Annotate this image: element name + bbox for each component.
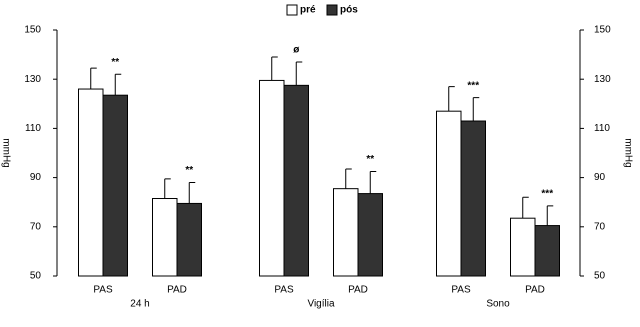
y2-tick-label: 90 (594, 172, 606, 183)
error-bar (448, 86, 455, 112)
bar (333, 188, 359, 277)
x-tick-label: PAS (274, 285, 294, 296)
bar (436, 110, 462, 277)
y-tick-label: 130 (24, 74, 41, 85)
x-tick-label: PAS (93, 285, 113, 296)
x-tick-label: PAD (525, 285, 545, 296)
y2-tick-label: 150 (594, 25, 611, 36)
annotation: *** (541, 189, 553, 200)
legend-label: pós (340, 5, 358, 16)
error-bar (472, 97, 480, 122)
y2-axis-label: mmHg (622, 138, 633, 167)
y-tick-label: 150 (24, 25, 41, 36)
annotation: ø (293, 45, 300, 56)
error-bar (90, 67, 97, 90)
group-label: 24 h (130, 299, 149, 310)
bar (259, 79, 285, 277)
bar (283, 84, 309, 277)
group-label: Sono (486, 299, 510, 310)
error-bar (114, 73, 122, 96)
legend-swatch (326, 4, 338, 16)
y-axis-label: mmHg (0, 138, 11, 167)
bar (152, 198, 178, 277)
bar (510, 217, 536, 277)
group-label: Vigília (307, 299, 334, 310)
error-bar (546, 205, 554, 226)
bar (534, 225, 560, 277)
annotation: ** (366, 154, 374, 165)
x-tick-label: PAD (348, 285, 368, 296)
bar (460, 120, 486, 277)
annotation: ** (111, 57, 119, 68)
y-tick-label: 50 (30, 271, 42, 282)
y2-tick-label: 110 (594, 123, 610, 134)
error-bar (369, 170, 377, 194)
error-bar (295, 61, 303, 86)
error-bar (188, 182, 196, 204)
y-tick-label: 110 (25, 123, 41, 134)
bar (78, 88, 104, 277)
y-tick-label: 90 (30, 172, 42, 183)
y2-tick-label: 50 (594, 271, 606, 282)
bar (102, 94, 128, 277)
bar (176, 202, 202, 277)
error-bar (271, 56, 278, 81)
y2-tick-label: 70 (594, 221, 606, 232)
x-tick-label: PAS (451, 285, 471, 296)
bar (357, 193, 383, 277)
y-tick-label: 70 (30, 221, 42, 232)
error-bar (164, 178, 171, 199)
error-bar (345, 168, 352, 189)
legend-swatch (286, 4, 298, 16)
annotation: ** (185, 165, 193, 176)
y2-tick-label: 130 (594, 74, 611, 85)
error-bar (522, 196, 529, 219)
annotation: *** (467, 80, 479, 91)
legend-label: pré (300, 5, 316, 16)
x-tick-label: PAD (167, 285, 187, 296)
